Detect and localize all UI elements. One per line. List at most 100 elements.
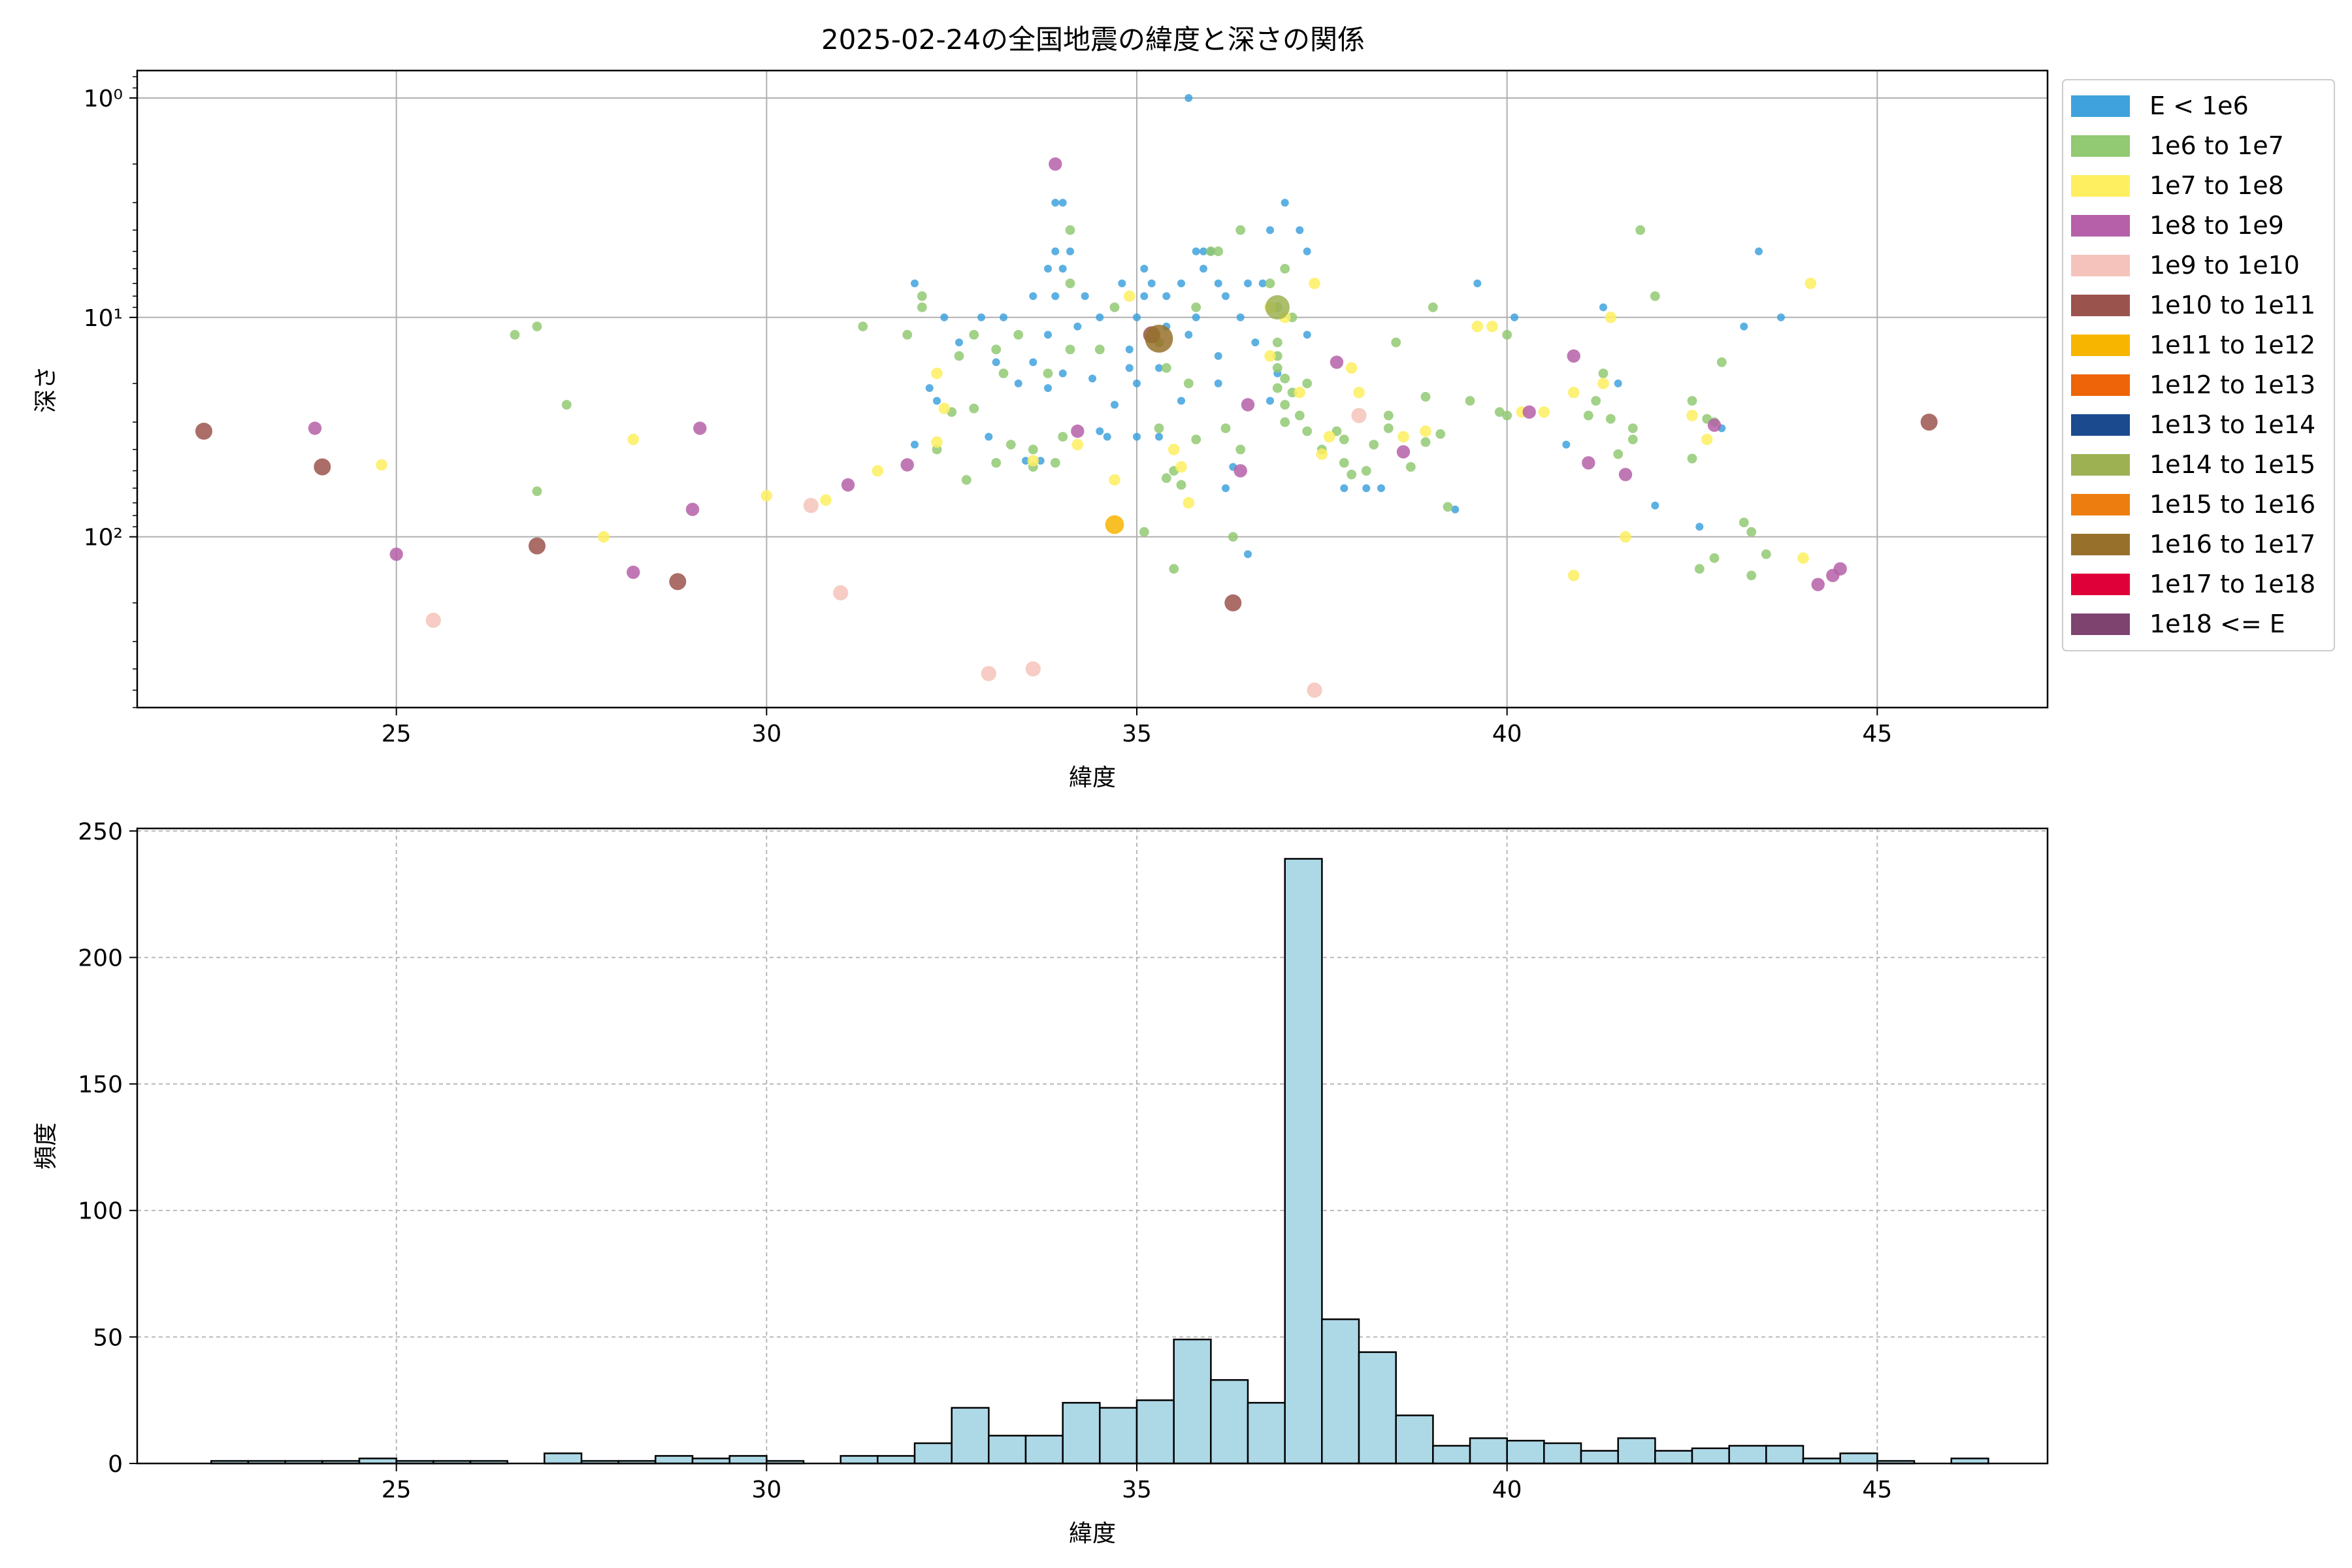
scatter-point bbox=[1043, 368, 1053, 378]
histogram-bar bbox=[1432, 1445, 1471, 1465]
scatter-point bbox=[1486, 320, 1498, 333]
histogram-bar bbox=[1617, 1437, 1656, 1465]
histogram-bar bbox=[1691, 1447, 1730, 1465]
scatter-point bbox=[1025, 661, 1041, 677]
scatter-point bbox=[1081, 292, 1089, 301]
histogram-bar bbox=[988, 1435, 1027, 1465]
histogram-bar bbox=[655, 1455, 694, 1465]
scatter-point bbox=[1323, 431, 1335, 443]
scatter-point bbox=[1302, 426, 1313, 436]
scatter-point bbox=[1154, 423, 1164, 433]
scatter-point bbox=[1302, 378, 1313, 389]
scatter-point bbox=[1562, 440, 1571, 449]
scatter-plot: 25 30 35 40 45 10⁰ 10¹ 10² 緯度 深さ bbox=[33, 69, 2049, 791]
scatter-point bbox=[1191, 302, 1201, 312]
scatter-x-tick-label: 40 bbox=[1492, 721, 1522, 747]
scatter-point bbox=[1224, 594, 1242, 612]
scatter-point bbox=[1502, 410, 1512, 421]
scatter-point bbox=[1214, 279, 1222, 287]
scatter-point bbox=[1316, 448, 1328, 460]
scatter-point bbox=[1058, 199, 1067, 207]
scatter-point bbox=[1280, 417, 1290, 427]
scatter-point bbox=[900, 458, 914, 472]
scatter-point bbox=[1695, 523, 1704, 531]
histogram-bar bbox=[1506, 1439, 1545, 1465]
legend-swatch bbox=[2071, 494, 2130, 515]
scatter-point bbox=[195, 423, 212, 440]
scatter-point bbox=[1272, 383, 1282, 393]
histogram-bar bbox=[1543, 1442, 1582, 1465]
scatter-point bbox=[1161, 363, 1171, 373]
scatter-point bbox=[1746, 570, 1757, 581]
scatter-point bbox=[1205, 246, 1216, 257]
scatter-point bbox=[1235, 444, 1246, 455]
scatter-point bbox=[1396, 445, 1411, 459]
histogram-bar bbox=[1839, 1452, 1878, 1465]
scatter-point bbox=[1161, 473, 1171, 483]
scatter-point bbox=[1345, 362, 1358, 374]
histogram-bar bbox=[1024, 1435, 1064, 1465]
scatter-point bbox=[1175, 461, 1187, 473]
scatter-point bbox=[841, 478, 855, 492]
scatter-point bbox=[1598, 368, 1609, 378]
scatter-point bbox=[1118, 279, 1126, 287]
scatter-point bbox=[1502, 330, 1512, 340]
scatter-point bbox=[1176, 480, 1186, 490]
scatter-point bbox=[1538, 406, 1550, 418]
scatter-point bbox=[1044, 265, 1052, 273]
scatter-point bbox=[1155, 433, 1163, 441]
scatter-point bbox=[1071, 438, 1084, 451]
scatter-x-label: 緯度 bbox=[1069, 764, 1116, 791]
histogram-bar bbox=[877, 1455, 916, 1465]
histogram-bar bbox=[1580, 1450, 1619, 1465]
scatter-point bbox=[760, 490, 773, 502]
scatter-point bbox=[1618, 468, 1633, 482]
scatter-point bbox=[1582, 456, 1595, 470]
scatter-point bbox=[1125, 364, 1134, 372]
scatter-point bbox=[1051, 292, 1060, 301]
scatter-point bbox=[1420, 425, 1431, 437]
scatter-point bbox=[1296, 226, 1304, 235]
scatter-point bbox=[510, 330, 520, 340]
scatter-point bbox=[1139, 527, 1149, 537]
scatter-point bbox=[1272, 337, 1282, 348]
scatter-point bbox=[627, 433, 640, 446]
scatter-point bbox=[1214, 379, 1222, 387]
scatter-point bbox=[1065, 344, 1075, 355]
scatter-point bbox=[931, 367, 943, 380]
scatter-point bbox=[981, 666, 996, 681]
scatter-point bbox=[1920, 414, 1938, 431]
scatter-point bbox=[1701, 433, 1713, 446]
scatter-point bbox=[1591, 396, 1601, 406]
histogram-x-tick-label: 35 bbox=[1122, 1477, 1152, 1503]
scatter-point bbox=[1567, 349, 1580, 363]
scatter-point bbox=[1307, 682, 1322, 698]
scatter-point bbox=[961, 475, 972, 485]
scatter-point bbox=[1627, 423, 1638, 433]
scatter-point bbox=[1443, 502, 1453, 512]
scatter-point bbox=[820, 494, 832, 506]
scatter-point bbox=[1140, 265, 1149, 273]
scatter-point bbox=[1258, 279, 1267, 287]
scatter-point bbox=[1272, 363, 1282, 373]
scatter-point bbox=[872, 465, 884, 477]
scatter-point bbox=[1377, 484, 1385, 493]
scatter-point bbox=[693, 421, 707, 435]
scatter-point bbox=[1236, 313, 1245, 321]
scatter-point bbox=[1073, 322, 1082, 331]
scatter-point bbox=[1361, 466, 1371, 476]
scatter-point bbox=[1280, 263, 1290, 274]
scatter-point bbox=[1583, 410, 1593, 421]
histogram-bar bbox=[1321, 1318, 1360, 1465]
scatter-point bbox=[1044, 331, 1052, 339]
scatter-point bbox=[1613, 449, 1624, 459]
scatter-point bbox=[1200, 265, 1207, 273]
scatter-point bbox=[1761, 549, 1771, 559]
histogram-bar bbox=[1099, 1407, 1138, 1465]
scatter-point bbox=[911, 440, 919, 449]
scatter-point bbox=[669, 573, 687, 591]
scatter-point bbox=[1797, 552, 1809, 564]
scatter-point bbox=[1650, 291, 1660, 301]
legend-label: 1e14 to 1e15 bbox=[2149, 450, 2315, 479]
scatter-point bbox=[1145, 325, 1173, 353]
